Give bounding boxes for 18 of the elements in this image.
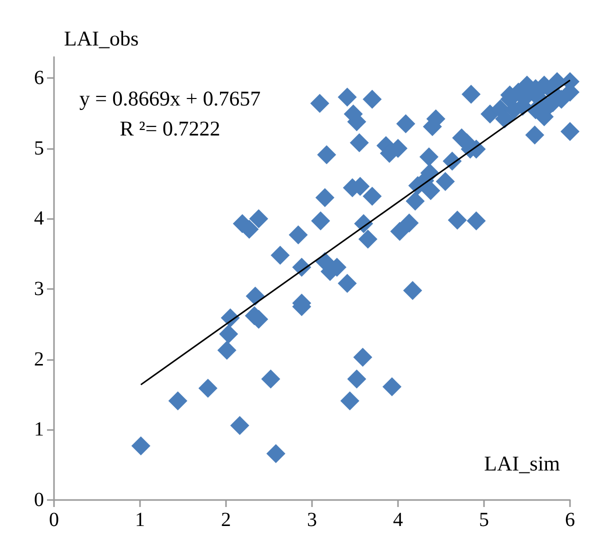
y-tick-label: 5 <box>34 137 44 160</box>
x-tick-label: 4 <box>393 509 403 531</box>
x-tick-label: 1 <box>135 509 145 531</box>
y-tick-label: 3 <box>34 278 44 300</box>
y-tick-label: 0 <box>34 489 44 511</box>
annotation: y = 0.8669x + 0.7657 <box>79 86 261 110</box>
x-tick-label: 6 <box>565 509 575 531</box>
x-tick-label: 3 <box>307 509 317 531</box>
x-tick-label: 0 <box>49 509 59 531</box>
y-tick-label: 1 <box>34 418 44 441</box>
annotation: R ²= 0.7222 <box>120 116 220 140</box>
x-axis-title: LAI_sim <box>484 452 560 476</box>
y-tick-label: 4 <box>34 208 44 230</box>
x-tick-label: 2 <box>221 509 231 531</box>
y-tick-label: 6 <box>34 67 44 90</box>
y-tick-label: 2 <box>34 348 44 370</box>
x-tick-label: 5 <box>479 509 489 531</box>
y-axis-title: LAI_obs <box>64 26 139 50</box>
